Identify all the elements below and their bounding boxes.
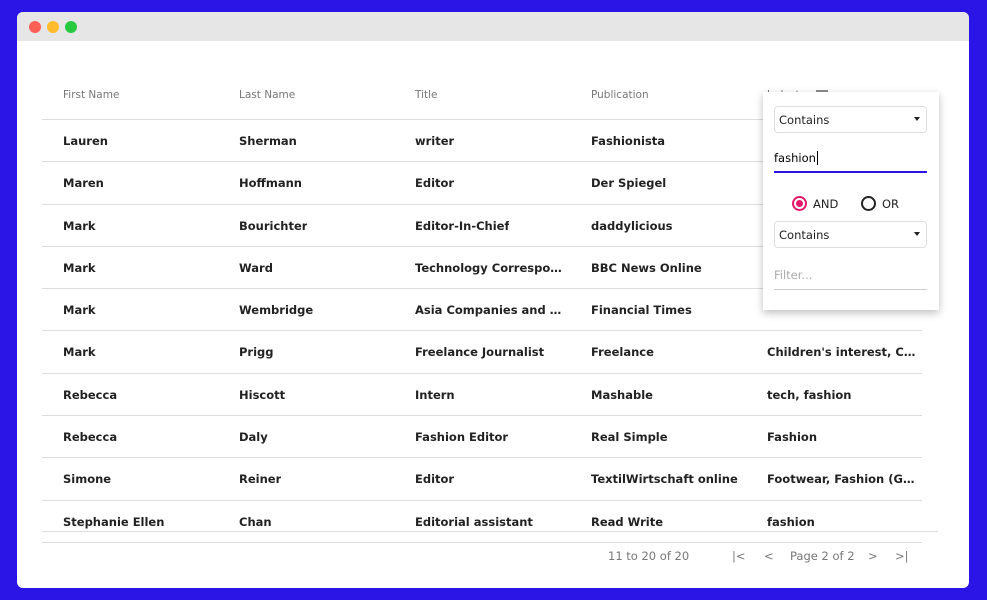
cell-first-name: Stephanie Ellen <box>63 514 165 529</box>
cell-publication: BBC News Online <box>591 260 702 275</box>
condition-select-1[interactable]: Contains <box>774 106 927 133</box>
cell-last-name: Sherman <box>239 134 297 148</box>
cell-publication: Fashionista <box>591 134 666 148</box>
cell-last-name: Ward <box>239 260 273 275</box>
radio-selected-icon <box>792 196 807 211</box>
table-row[interactable]: Rebecca Hiscott Intern Mashable tech, fashio… <box>42 374 922 417</box>
cell-publication: TextilWirtschaft online <box>591 472 738 487</box>
column-header-publication[interactable]: Publication <box>591 89 649 101</box>
table-row[interactable]: Mark Wembridge Asia Companies and M... Fina… <box>42 289 922 332</box>
app-window: First Name Last Name Title Publication I… <box>17 12 969 588</box>
cell-title: Editorial assistant <box>415 514 533 529</box>
text-cursor <box>816 151 818 165</box>
cell-title: writer <box>415 134 455 148</box>
row-count-summary: 11 to 20 of 20 <box>608 549 690 563</box>
cell-title: Technology Correspon... <box>415 260 565 275</box>
cell-title: Freelance Journalist <box>415 345 545 360</box>
cell-last-name: Chan <box>239 514 272 529</box>
cell-industry: Footwear, Fashion (Ge... <box>767 472 917 487</box>
cell-industry: Fashion <box>767 430 818 445</box>
caret-down-icon <box>914 117 920 121</box>
cell-last-name: Bourichter <box>239 218 308 233</box>
pagination-bar: 11 to 20 of 20 |< < Page 2 of 2 > >| <box>42 531 938 571</box>
data-grid: First Name Last Name Title Publication I… <box>42 41 922 543</box>
cell-publication: Freelance <box>591 345 654 360</box>
and-label: AND <box>813 196 839 211</box>
cell-first-name: Simone <box>63 472 112 487</box>
table-row[interactable]: Lauren Sherman writer Fashionista <box>42 120 922 163</box>
cell-last-name: Hoffmann <box>239 176 302 191</box>
cell-publication: Read Write <box>591 514 664 529</box>
cell-title: Fashion Editor <box>415 430 509 445</box>
cell-first-name: Mark <box>63 260 96 275</box>
table-row[interactable]: Maren Hoffmann Editor Der Spiegel <box>42 162 922 205</box>
filter-popup: Contains fashion AND OR Contains Filter.… <box>763 92 939 310</box>
next-page-button[interactable]: > <box>868 549 878 563</box>
or-label: OR <box>882 196 900 211</box>
last-page-button[interactable]: >| <box>895 549 909 563</box>
condition-select-2[interactable]: Contains <box>774 221 927 248</box>
column-header-title[interactable]: Title <box>415 89 438 101</box>
cell-publication: Financial Times <box>591 303 692 318</box>
filter-input-2[interactable]: Filter... <box>774 262 927 290</box>
cell-publication: Der Spiegel <box>591 176 667 191</box>
table-row[interactable]: Simone Reiner Editor TextilWirtschaft onlin… <box>42 458 922 501</box>
cell-title: Intern <box>415 387 455 402</box>
cell-industry: Children's interest, Chil... <box>767 345 917 360</box>
filter-1-value: fashion <box>774 151 816 165</box>
cell-publication: Mashable <box>591 387 653 402</box>
and-radio[interactable]: AND <box>792 196 838 211</box>
cell-industry: fashion <box>767 514 815 529</box>
filter-input-1[interactable]: fashion <box>774 145 927 173</box>
close-window-button[interactable] <box>29 21 41 33</box>
page-indicator: Page 2 of 2 <box>790 549 855 563</box>
cell-publication: Real Simple <box>591 430 668 445</box>
condition-2-value: Contains <box>779 228 830 242</box>
column-header-last-name[interactable]: Last Name <box>239 89 296 101</box>
table-row[interactable]: Mark Ward Technology Correspon... BBC News … <box>42 247 922 290</box>
table-row[interactable]: Mark Bourichter Editor-In-Chief daddyliciou… <box>42 205 922 247</box>
or-radio[interactable]: OR <box>861 196 899 211</box>
cell-last-name: Prigg <box>239 345 274 360</box>
filter-2-placeholder: Filter... <box>774 268 813 282</box>
cell-first-name: Maren <box>63 176 104 191</box>
cell-last-name: Reiner <box>239 472 282 487</box>
title-bar <box>17 12 969 41</box>
first-page-button[interactable]: |< <box>732 549 746 563</box>
cell-first-name: Rebecca <box>63 387 118 402</box>
cell-last-name: Hiscott <box>239 387 286 402</box>
minimize-window-button[interactable] <box>47 21 59 33</box>
maximize-window-button[interactable] <box>65 21 77 33</box>
cell-first-name: Mark <box>63 218 96 233</box>
cell-title: Editor <box>415 176 455 191</box>
radio-unselected-icon <box>861 196 876 211</box>
cell-first-name: Lauren <box>63 134 108 148</box>
previous-page-button[interactable]: < <box>764 549 774 563</box>
condition-1-value: Contains <box>779 113 830 127</box>
cell-publication: daddylicious <box>591 218 673 233</box>
cell-title: Asia Companies and M... <box>415 303 565 318</box>
table-row[interactable]: Stephanie Ellen Chan Editorial assistant Re… <box>42 501 922 543</box>
cell-first-name: Mark <box>63 345 96 360</box>
cell-first-name: Rebecca <box>63 430 118 445</box>
cell-title: Editor-In-Chief <box>415 218 510 233</box>
cell-last-name: Daly <box>239 430 268 445</box>
table-row[interactable]: Rebecca Daly Fashion Editor Real Simple Fash… <box>42 416 922 459</box>
cell-last-name: Wembridge <box>239 303 314 318</box>
cell-industry: tech, fashion <box>767 387 852 402</box>
table-row[interactable]: Mark Prigg Freelance Journalist Freelance Ch… <box>42 331 922 374</box>
cell-title: Editor <box>415 472 455 487</box>
caret-down-icon <box>914 232 920 236</box>
cell-first-name: Mark <box>63 303 96 318</box>
column-header-first-name[interactable]: First Name <box>63 89 120 101</box>
